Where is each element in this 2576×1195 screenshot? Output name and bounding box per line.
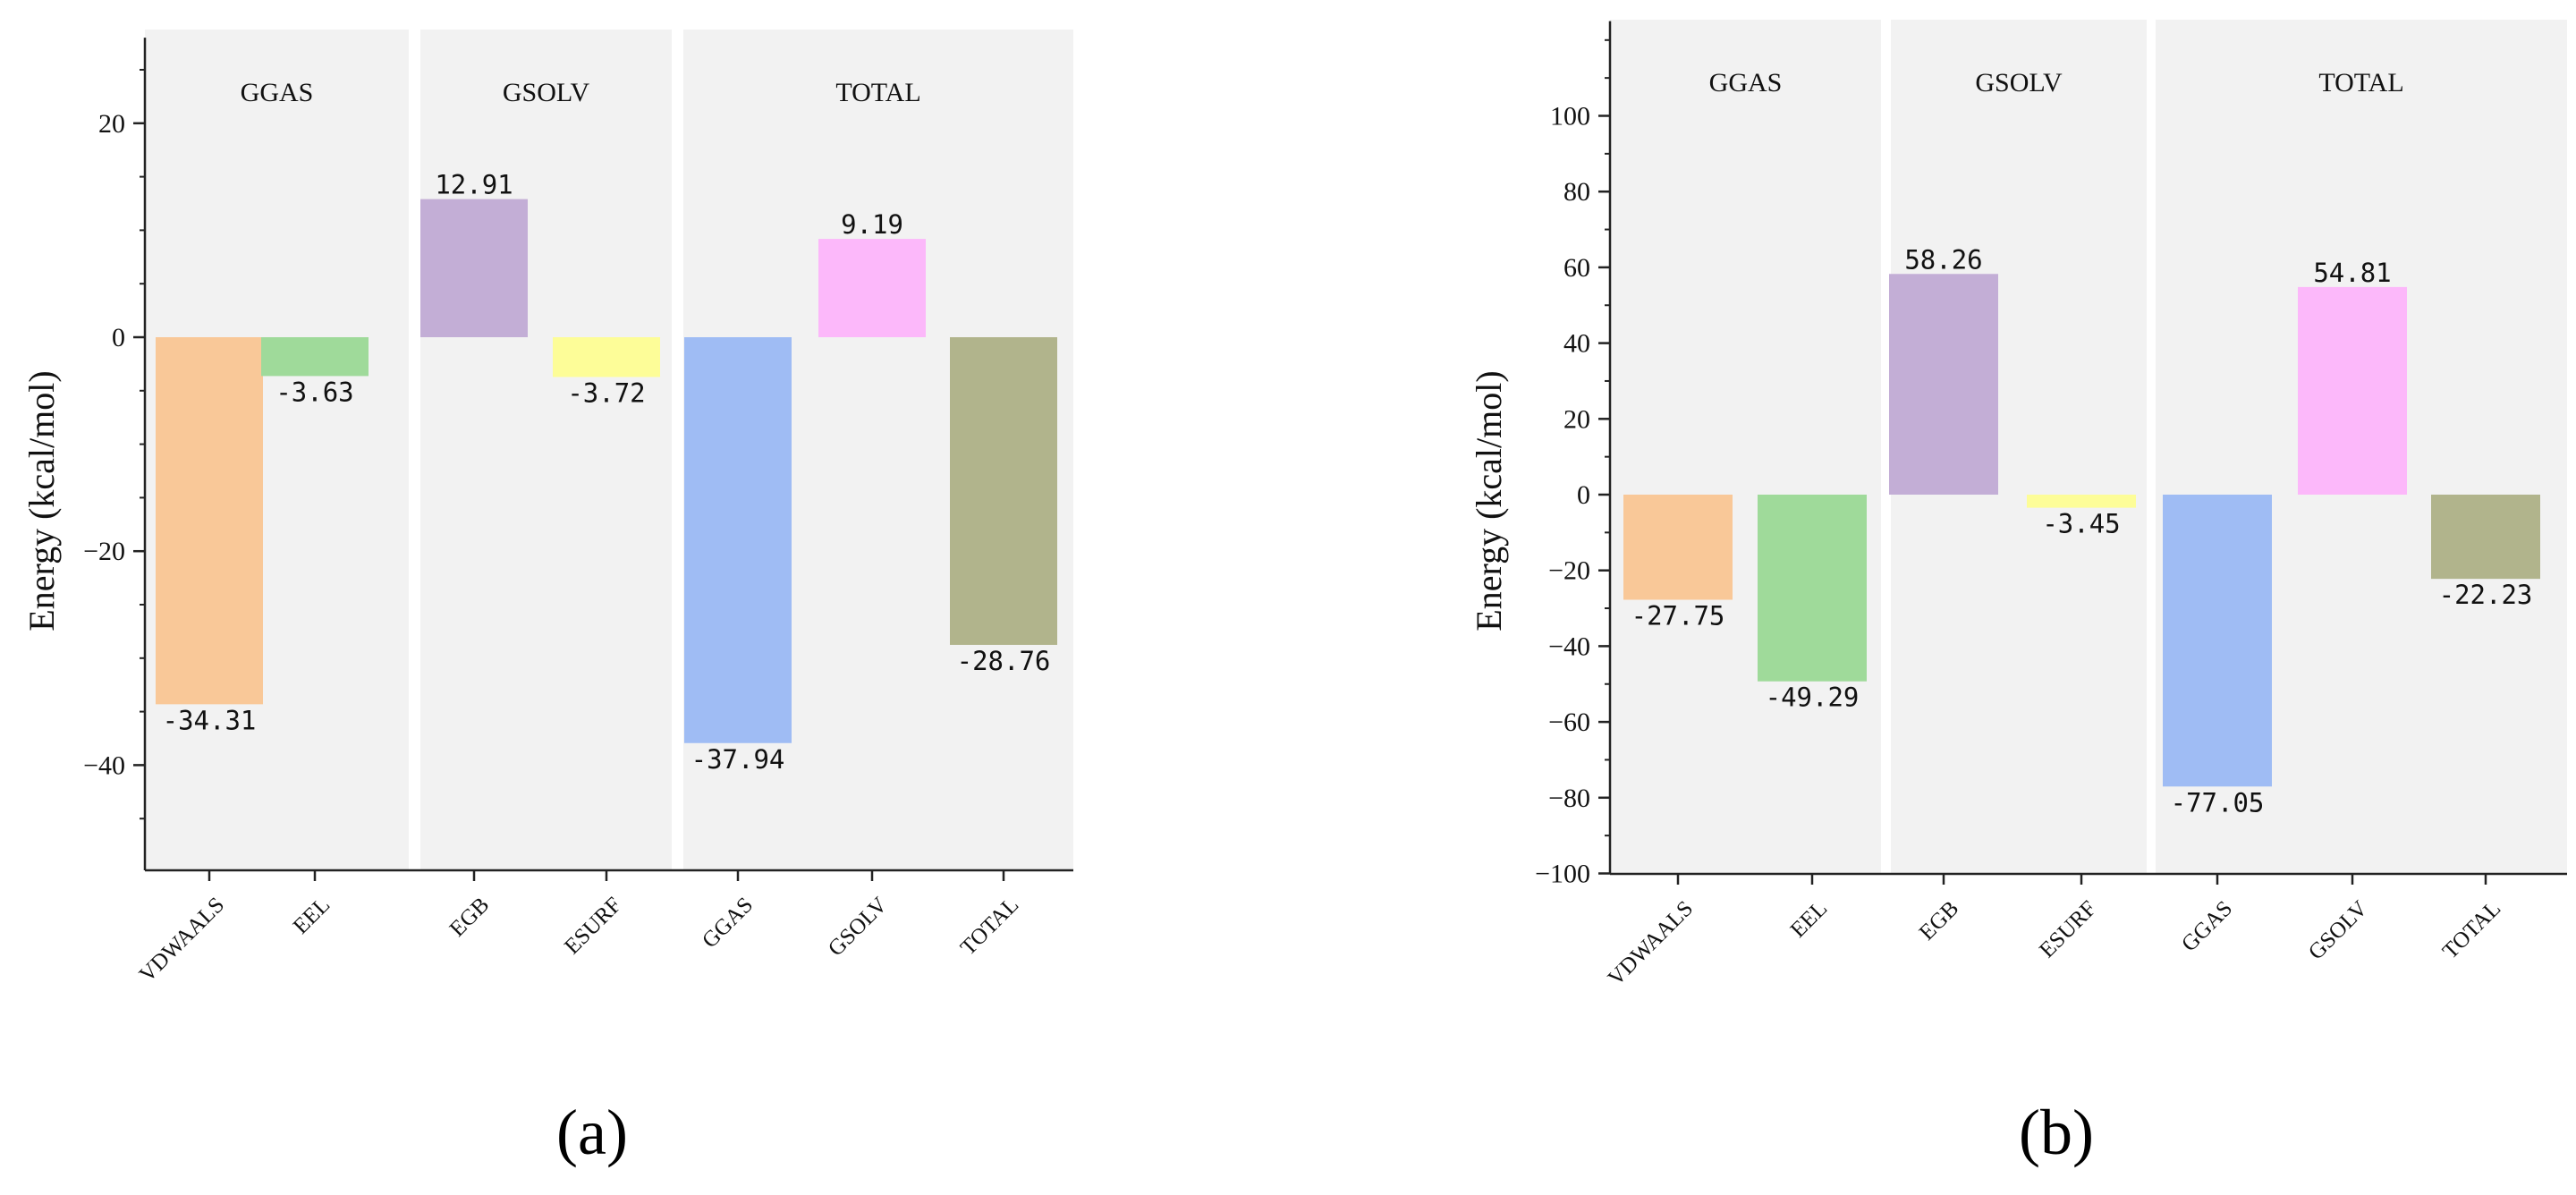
group-title: GGAS (1709, 68, 1783, 97)
x-tick-label: TOTAL (2438, 896, 2505, 963)
data-label: -27.75 (1631, 601, 1725, 631)
data-label: -77.05 (2171, 787, 2265, 818)
chart-panel-a: GGAS GSOLV TOTAL -34.31 -3.63 12.91 -3.72 -37.9… (21, 30, 1073, 1168)
bar (1623, 495, 1733, 600)
y-tick-label: 80 (1563, 177, 1590, 207)
group-background (420, 30, 672, 870)
x-tick-label: GGAS (698, 893, 758, 953)
data-label: -28.76 (957, 646, 1051, 676)
data-label: -3.45 (2042, 509, 2120, 539)
bar (1758, 495, 1867, 682)
bar (2431, 495, 2540, 580)
y-tick-label: −40 (1548, 631, 1590, 661)
y-tick-label: −60 (1548, 708, 1590, 737)
y-tick-label: 20 (98, 109, 125, 139)
group-title: GSOLV (1975, 68, 2063, 97)
x-tick-label: ESURF (560, 893, 626, 959)
chart-panel-b: GGAS GSOLV TOTAL -27.75 -49.29 58.26 -3.45 -77.… (1469, 20, 2567, 1168)
bar (818, 239, 926, 337)
bar (2027, 495, 2136, 508)
data-label: -22.23 (2439, 580, 2533, 610)
bar (684, 337, 792, 743)
x-tick-label: EEL (289, 893, 335, 938)
bar (553, 337, 660, 377)
data-label: -34.31 (163, 705, 257, 735)
y-tick-label: 40 (1563, 329, 1590, 359)
x-tick-label: TOTAL (956, 893, 1023, 960)
data-label: -3.63 (275, 377, 353, 407)
y-tick-label: −20 (1548, 556, 1590, 586)
y-tick-label: −20 (83, 537, 125, 566)
data-label: 9.19 (841, 209, 903, 240)
bar (950, 337, 1057, 645)
x-tick-label: EEL (1786, 896, 1832, 942)
y-tick-label: −40 (83, 750, 125, 780)
x-tick-label: GSOLV (824, 893, 892, 961)
panel-label: (b) (2019, 1097, 2094, 1168)
data-label: 54.81 (2313, 258, 2391, 288)
data-label: -49.29 (1766, 682, 1860, 713)
bar (261, 337, 369, 377)
bar (156, 337, 263, 705)
y-tick-label: 60 (1563, 253, 1590, 283)
y-tick-label: 0 (1577, 480, 1590, 510)
data-label: 58.26 (1904, 244, 1982, 275)
x-tick-label: ESURF (2035, 896, 2101, 962)
y-tick-label: 0 (112, 323, 125, 352)
data-label: 12.91 (435, 170, 513, 200)
bar (420, 199, 528, 337)
group-title: GGAS (241, 78, 314, 107)
group-title: TOTAL (2318, 68, 2403, 97)
data-label: -3.72 (567, 377, 645, 408)
bar (2163, 495, 2272, 787)
x-tick-label: EGB (1915, 896, 1963, 945)
x-tick-label: GGAS (2177, 896, 2237, 956)
x-tick-label: VDWAALS (1604, 896, 1699, 991)
y-tick-label: −80 (1548, 784, 1590, 813)
y-tick-label: −100 (1535, 860, 1590, 889)
y-axis-label: Energy (kcal/mol) (1469, 370, 1509, 631)
y-tick-label: 100 (1550, 102, 1590, 131)
group-title: TOTAL (835, 78, 920, 107)
group-title: GSOLV (503, 78, 590, 107)
y-axis-label: Energy (kcal/mol) (21, 370, 62, 631)
x-tick-label: VDWAALS (135, 893, 230, 987)
bar (2298, 286, 2407, 495)
x-tick-label: EGB (445, 893, 494, 941)
y-tick-label: 20 (1563, 404, 1590, 434)
panel-label: (a) (556, 1097, 628, 1168)
bar (1889, 274, 1998, 495)
x-tick-label: GSOLV (2304, 896, 2372, 964)
data-label: -37.94 (691, 744, 785, 775)
group-background (1610, 20, 1881, 874)
